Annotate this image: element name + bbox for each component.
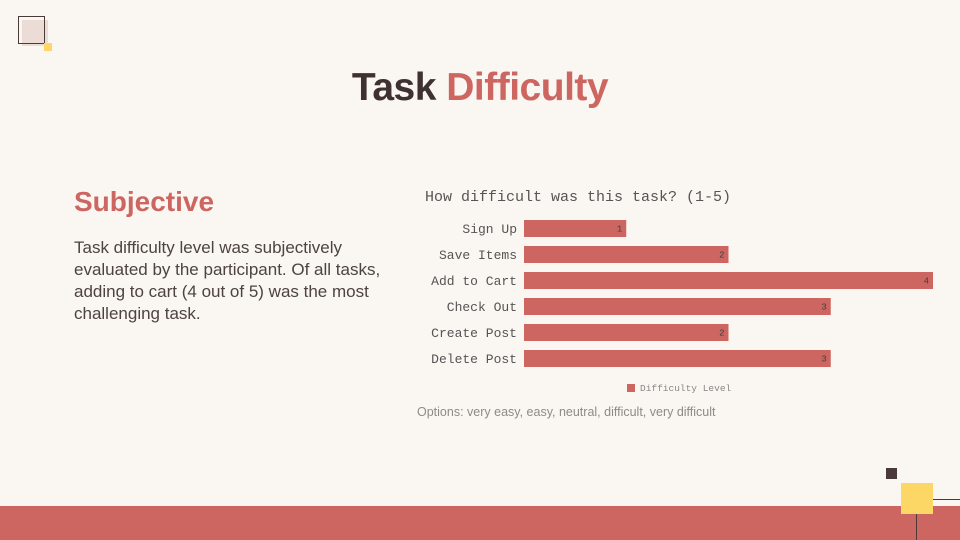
bar-value-label: 2: [719, 329, 724, 339]
chart-bars: Sign Up 1 Save Items 2 Add to Cart 4 Check Out…: [431, 220, 933, 367]
chart-legend: Difficulty Level: [627, 383, 732, 394]
decorative-dark-square: [886, 468, 897, 479]
bar: [524, 246, 729, 263]
category-label: Add to Cart: [431, 274, 517, 289]
section-body-text: Task difficulty level was subjectively e…: [74, 238, 381, 323]
bar-value-label: 3: [821, 303, 826, 313]
decorative-line-vertical: [916, 514, 917, 540]
decorative-yellow-dot: [44, 43, 52, 51]
page-title: Task Difficulty: [0, 66, 960, 110]
category-label: Delete Post: [431, 352, 517, 367]
options-note: Options: very easy, easy, neutral, diffi…: [417, 405, 716, 419]
legend-swatch: [627, 384, 635, 392]
decorative-outline-square: [18, 16, 45, 44]
page-title-accent: Difficulty: [446, 66, 609, 109]
decorative-line-horizontal: [933, 499, 960, 500]
category-label: Sign Up: [462, 222, 517, 237]
chart-title: How difficult was this task? (1-5): [425, 189, 731, 206]
bar: [524, 324, 729, 341]
legend-label: Difficulty Level: [640, 383, 732, 394]
decorative-yellow-square: [901, 483, 933, 514]
bar-value-label: 2: [719, 251, 724, 261]
section-subheading: Subjective: [74, 186, 215, 217]
category-label: Save Items: [439, 248, 517, 263]
decorative-pink-square: [22, 20, 48, 46]
bar: [524, 272, 933, 289]
bottom-band: [0, 506, 960, 540]
bar: [524, 220, 627, 237]
bar-value-label: 4: [924, 277, 929, 287]
page-title-main: Task: [351, 66, 437, 109]
difficulty-bar-chart: How difficult was this task? (1-5) Sign …: [425, 189, 933, 394]
bar-value-label: 1: [617, 225, 622, 235]
category-label: Check Out: [447, 300, 517, 315]
bar: [524, 298, 831, 315]
bar: [524, 350, 831, 367]
category-label: Create Post: [431, 326, 517, 341]
bar-value-label: 3: [821, 355, 826, 365]
